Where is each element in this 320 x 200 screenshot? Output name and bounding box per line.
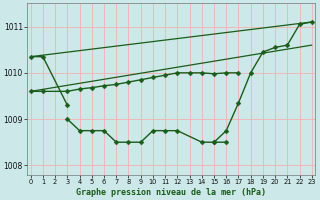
X-axis label: Graphe pression niveau de la mer (hPa): Graphe pression niveau de la mer (hPa) <box>76 188 266 197</box>
